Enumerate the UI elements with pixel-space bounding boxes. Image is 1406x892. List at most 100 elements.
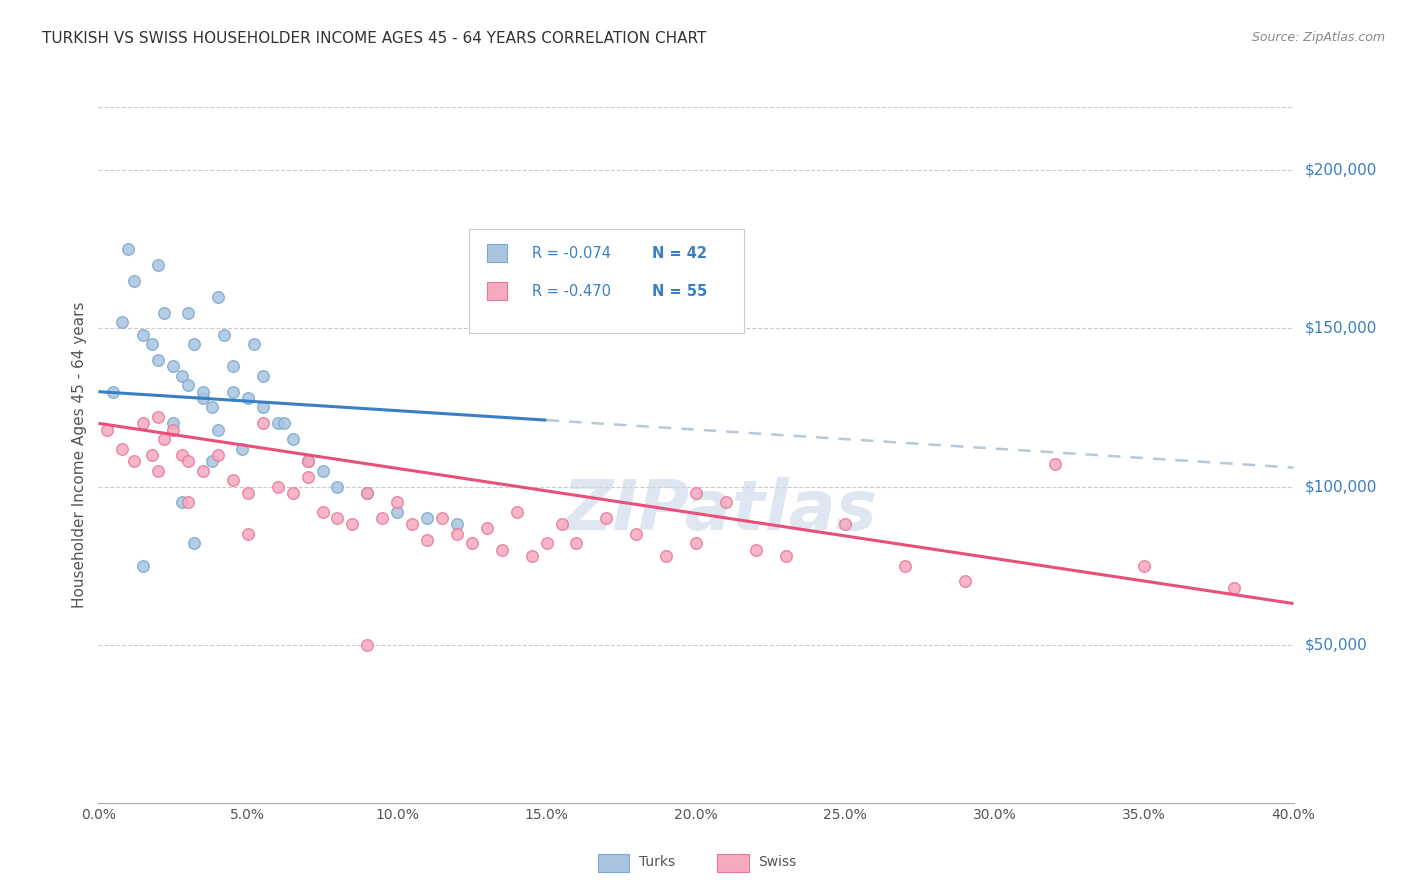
- Point: [297, 470, 319, 484]
- Point: [201, 401, 224, 415]
- Point: [267, 417, 290, 431]
- Text: Source: ZipAtlas.com: Source: ZipAtlas.com: [1251, 31, 1385, 45]
- Text: Turks: Turks: [638, 855, 675, 869]
- Point: [162, 423, 184, 437]
- Point: [177, 495, 200, 509]
- Point: [172, 368, 194, 383]
- Point: [191, 464, 214, 478]
- Point: [281, 486, 304, 500]
- Text: ZIPatlas: ZIPatlas: [562, 477, 877, 544]
- Text: N = 55: N = 55: [652, 284, 707, 299]
- Point: [191, 384, 214, 399]
- Point: [148, 258, 170, 272]
- Point: [153, 305, 176, 319]
- Point: [132, 417, 155, 431]
- Point: [132, 327, 155, 342]
- Point: [775, 549, 797, 563]
- Point: [491, 542, 513, 557]
- Point: [475, 521, 498, 535]
- Point: [311, 505, 333, 519]
- Point: [461, 536, 484, 550]
- Point: [177, 378, 200, 392]
- Point: [281, 432, 304, 446]
- Text: $100,000: $100,000: [1305, 479, 1376, 494]
- Point: [401, 517, 423, 532]
- Point: [520, 549, 543, 563]
- Point: [252, 417, 274, 431]
- Point: [141, 448, 163, 462]
- Point: [236, 527, 259, 541]
- Point: [117, 243, 139, 257]
- Point: [385, 505, 409, 519]
- Point: [141, 337, 163, 351]
- Point: [148, 464, 170, 478]
- Point: [297, 454, 319, 468]
- Point: [342, 517, 364, 532]
- Point: [655, 549, 678, 563]
- Point: [371, 511, 394, 525]
- Point: [222, 384, 245, 399]
- Point: [177, 305, 200, 319]
- Point: [685, 536, 707, 550]
- Text: R = -0.074: R = -0.074: [533, 245, 612, 260]
- Point: [1222, 581, 1246, 595]
- Text: N = 42: N = 42: [652, 245, 707, 260]
- Point: [172, 495, 194, 509]
- Text: TURKISH VS SWISS HOUSEHOLDER INCOME AGES 45 - 64 YEARS CORRELATION CHART: TURKISH VS SWISS HOUSEHOLDER INCOME AGES…: [42, 31, 707, 46]
- Point: [446, 517, 468, 532]
- Point: [148, 353, 170, 368]
- Point: [416, 511, 439, 525]
- Point: [267, 479, 290, 493]
- Point: [1133, 558, 1156, 573]
- Point: [201, 454, 224, 468]
- Point: [212, 327, 235, 342]
- Point: [565, 536, 588, 550]
- Point: [183, 536, 205, 550]
- Point: [207, 423, 229, 437]
- Point: [236, 486, 259, 500]
- Text: Swiss: Swiss: [758, 855, 796, 869]
- FancyBboxPatch shape: [486, 244, 508, 262]
- Point: [124, 274, 146, 288]
- Point: [326, 511, 349, 525]
- Point: [111, 442, 134, 456]
- Point: [446, 527, 468, 541]
- Point: [153, 432, 176, 446]
- Point: [148, 409, 170, 424]
- Point: [96, 423, 118, 437]
- Point: [252, 368, 274, 383]
- Point: [550, 517, 572, 532]
- Point: [356, 638, 378, 652]
- Text: $150,000: $150,000: [1305, 321, 1376, 336]
- Point: [685, 486, 707, 500]
- Point: [273, 417, 295, 431]
- Point: [356, 486, 378, 500]
- Point: [1043, 458, 1066, 472]
- Point: [430, 511, 453, 525]
- Text: $200,000: $200,000: [1305, 163, 1376, 178]
- Point: [162, 417, 184, 431]
- Point: [834, 517, 856, 532]
- Text: R = -0.470: R = -0.470: [533, 284, 612, 299]
- Point: [222, 473, 245, 487]
- Point: [191, 391, 214, 405]
- Point: [506, 505, 529, 519]
- FancyBboxPatch shape: [486, 283, 508, 301]
- Point: [252, 401, 274, 415]
- FancyBboxPatch shape: [717, 854, 748, 871]
- Text: $50,000: $50,000: [1305, 637, 1368, 652]
- Y-axis label: Householder Income Ages 45 - 64 years: Householder Income Ages 45 - 64 years: [72, 301, 87, 608]
- Point: [311, 464, 333, 478]
- Point: [416, 533, 439, 548]
- Point: [326, 479, 349, 493]
- Point: [162, 359, 184, 374]
- FancyBboxPatch shape: [598, 854, 628, 871]
- Point: [745, 542, 768, 557]
- Point: [103, 384, 125, 399]
- Point: [207, 290, 229, 304]
- Point: [177, 454, 200, 468]
- Point: [953, 574, 976, 589]
- Point: [624, 527, 647, 541]
- Point: [894, 558, 917, 573]
- Point: [356, 486, 378, 500]
